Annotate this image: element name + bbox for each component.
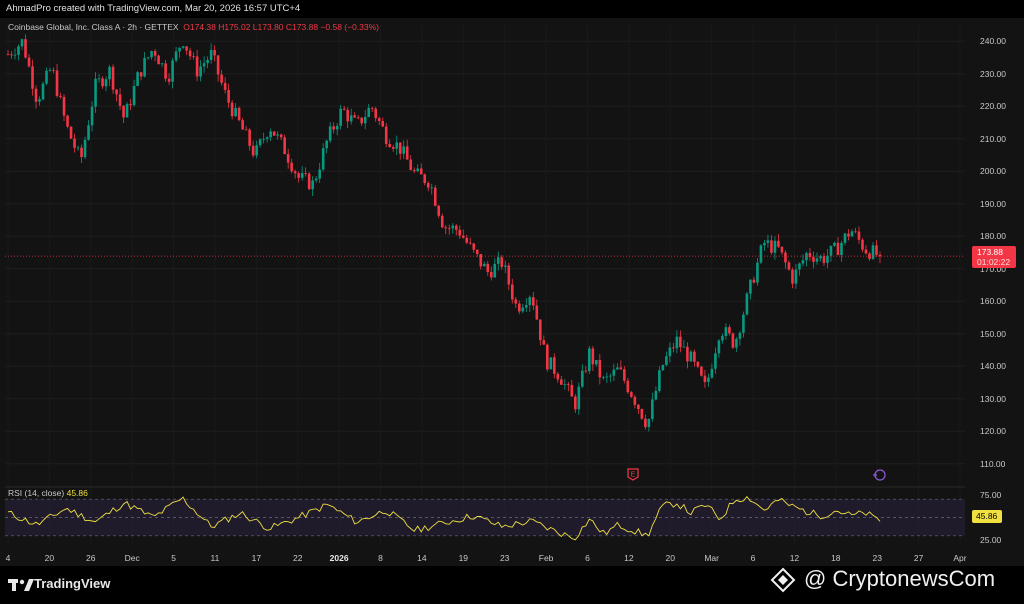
price-tick-label: 220.00 (980, 101, 1006, 112)
price-tick-label: 150.00 (980, 328, 1006, 339)
last-price: 173.88 (977, 247, 1003, 257)
symbol-legend: Coinbase Global, Inc. Class A · 2h · GET… (8, 22, 379, 32)
price-tick-label: 120.00 (980, 426, 1006, 437)
rsi-tick-label: 75.00 (980, 489, 1002, 500)
date-tick-label: 5 (171, 553, 176, 563)
date-tick-label: 23 (872, 553, 882, 563)
date-tick-label: 17 (251, 553, 262, 563)
price-tick-label: 170.00 (980, 263, 1006, 274)
price-tick-label: 190.00 (980, 198, 1006, 209)
date-tick-label: 26 (86, 553, 96, 563)
price-tick-label: 240.00 (980, 36, 1006, 47)
price-tick-label: 160.00 (980, 296, 1006, 307)
top-banner: AhmadPro created with TradingView.com, M… (0, 0, 1024, 18)
date-tick-label: 18 (831, 553, 841, 563)
price-tick-label: 200.00 (980, 166, 1006, 177)
rsi-tag-value: 45.86 (976, 511, 998, 521)
date-tick-label: 20 (44, 553, 55, 563)
date-tick-label: Feb (538, 553, 554, 563)
date-tick-label: 4 (5, 553, 11, 563)
price-tick-label: 110.00 (980, 458, 1006, 469)
footer-bar (0, 566, 1024, 604)
date-tick-label: 11 (210, 553, 220, 563)
date-tick-label: 12 (624, 553, 634, 563)
price-tick-label: 180.00 (980, 231, 1006, 242)
chart-area[interactable] (0, 18, 1024, 566)
date-tick-label: 23 (499, 553, 510, 563)
legend-change: −0.58 (−0.33%) (320, 22, 380, 32)
legend-high: H175.02 (218, 22, 251, 32)
date-tick-label: 8 (378, 553, 383, 563)
date-tick-label: Dec (124, 553, 140, 563)
price-tick-label: 210.00 (980, 133, 1006, 144)
earnings-marker-label: E (631, 472, 636, 479)
rsi-value-tag: 45.86 (972, 510, 1002, 523)
date-tick-label: 6 (750, 553, 756, 563)
date-tick-label: 19 (458, 553, 469, 563)
date-tick-label: 22 (293, 553, 303, 563)
cryptonews-logo-icon (770, 567, 796, 593)
price-tick-label: 230.00 (980, 68, 1006, 79)
date-tick-label: 6 (585, 553, 590, 563)
symbol-name: Coinbase Global, Inc. Class A · 2h · GET… (8, 22, 179, 32)
rsi-value: 45.86 (66, 488, 88, 498)
tradingview-wordmark: TradingView (34, 576, 111, 591)
price-tick-label: 140.00 (980, 361, 1006, 372)
date-tick-label: Mar (704, 553, 719, 563)
tradingview-logo-icon (8, 579, 34, 591)
cryptonews-watermark: @ CryptonewsCom (804, 566, 996, 591)
legend-low: L173.80 (252, 22, 284, 32)
date-tick-label: 12 (789, 553, 800, 563)
legend-open: O174.38 (183, 22, 216, 32)
price-tick-label: 130.00 (980, 393, 1006, 404)
rsi-legend: RSI (14, close) 45.86 (8, 488, 88, 498)
dividend-marker-icon[interactable] (872, 468, 886, 482)
date-tick-label: 27 (913, 553, 924, 563)
date-tick-label: 20 (665, 553, 675, 563)
date-tick-label: 2026 (329, 553, 349, 563)
last-price-tag: 173.88 01:02:22 (972, 246, 1016, 268)
rsi-label: RSI (14, close) (8, 488, 65, 498)
byline: AhmadPro created with TradingView.com, M… (6, 3, 301, 14)
bar-countdown: 01:02:22 (977, 257, 1011, 267)
legend-close: C173.88 (285, 22, 319, 32)
date-tick-label: 14 (417, 553, 427, 563)
date-tick-label: Apr (953, 553, 967, 563)
earnings-marker-icon[interactable]: E (627, 468, 639, 481)
rsi-tick-label: 25.00 (980, 535, 1002, 546)
